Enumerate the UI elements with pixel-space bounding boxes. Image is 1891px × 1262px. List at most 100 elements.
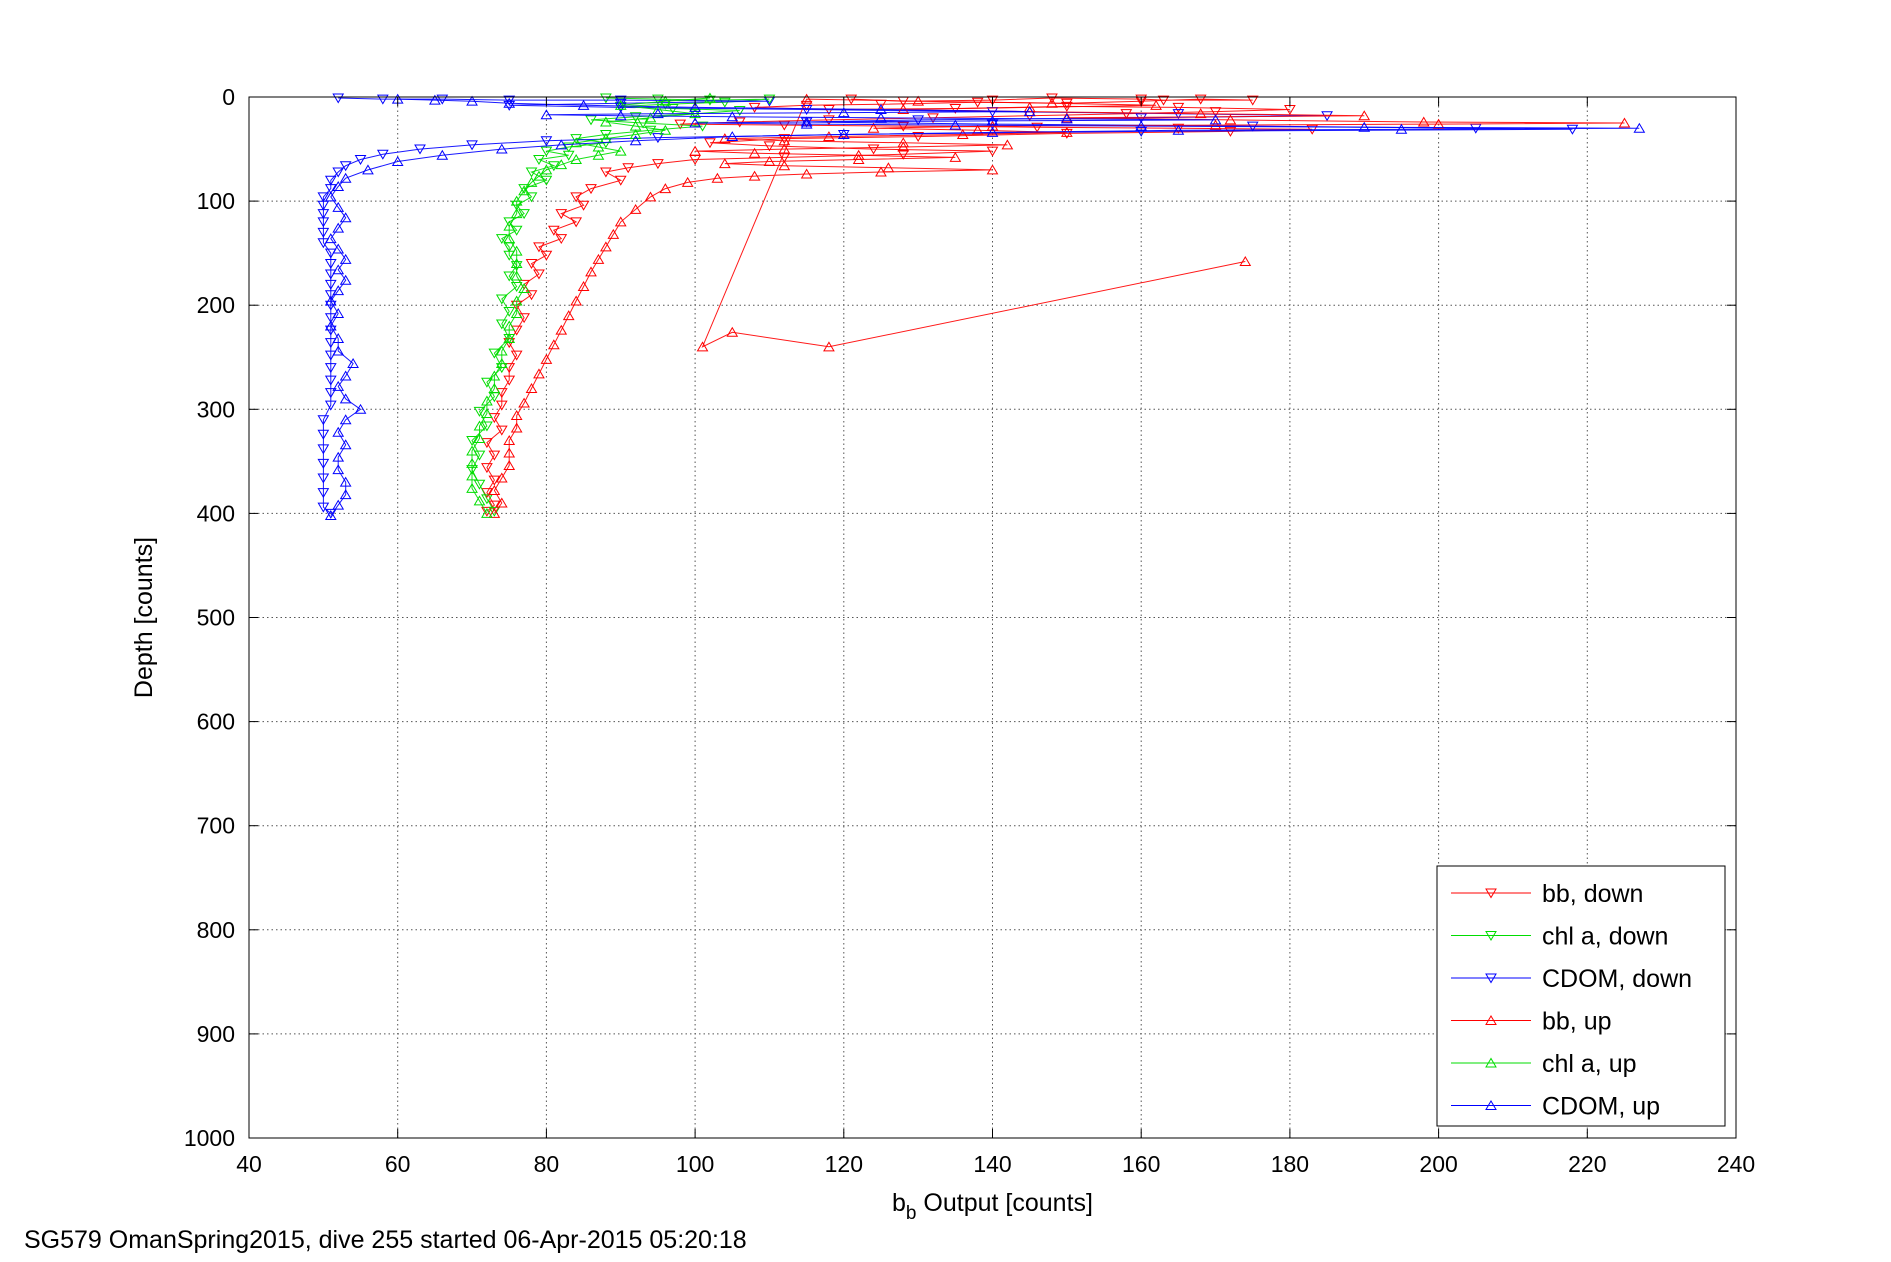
data-point [525,382,538,393]
data-point [778,120,791,131]
data-point [1224,114,1237,125]
data-point [503,460,516,471]
data-point [1172,123,1185,134]
data-point [510,295,523,306]
data-point [324,375,337,386]
data-point [354,154,367,165]
data-point [518,209,530,220]
data-point [600,116,612,127]
data-point [518,184,530,195]
data-point [726,111,739,122]
data-point [339,212,352,223]
data-point [324,259,337,270]
data-point [533,170,545,181]
data-point [495,294,508,305]
data-point [473,432,486,443]
data-point [488,507,501,518]
data-point [600,129,612,140]
data-point [592,141,605,152]
data-point [481,377,493,388]
data-point [324,295,337,306]
x-tick-label: 120 [825,1151,863,1177]
data-point [510,350,523,361]
data-point [659,124,672,135]
data-point [1031,122,1043,133]
data-point [324,509,337,520]
y-tick-label: 700 [197,813,235,839]
data-point [436,149,449,160]
data-point [525,176,538,187]
data-point [481,506,493,517]
x-axis-label-rest: Output [counts] [916,1189,1093,1217]
data-point [986,126,999,137]
data-point [867,122,880,133]
data-point [629,120,642,131]
data-point [1618,117,1631,128]
data-point [577,99,590,110]
data-point [473,495,486,506]
data-point [614,216,627,227]
data-point [481,507,493,518]
series-line [486,97,1313,512]
data-point [317,473,330,484]
data-point [800,104,813,115]
x-tick-label: 60 [385,1151,411,1177]
data-point [488,348,501,359]
data-point [614,101,627,112]
data-point [875,104,887,114]
data-point [614,95,627,106]
data-point [1395,123,1408,134]
data-point [518,397,530,408]
data-point [555,209,568,220]
data-point [600,167,612,178]
data-point [317,502,330,513]
data-point [510,308,523,319]
data-point [622,163,635,174]
data-point [1239,255,1252,266]
data-point [317,415,330,426]
data-point [503,306,516,317]
data-point [510,245,523,256]
data-point [503,271,516,282]
data-point [525,259,538,270]
data-point [324,233,337,244]
data-point [332,222,345,233]
data-point [585,184,597,195]
data-point [324,400,337,411]
data-point [837,107,850,118]
data-point [547,339,560,350]
data-point [332,181,345,192]
data-point [652,159,664,170]
data-point [488,450,501,461]
data-point [689,145,701,156]
data-point [600,93,612,104]
data-point [473,406,486,417]
data-point [614,102,627,113]
x-tick-label: 220 [1568,1151,1606,1177]
data-point [897,121,910,132]
legend-label: chl a, up [1542,1050,1637,1078]
y-tick-label: 1000 [184,1125,235,1151]
data-point [897,104,910,114]
data-point [555,159,568,170]
data-point [332,333,345,344]
y-tick-label: 500 [197,605,235,631]
data-point [339,489,352,500]
data-point [518,185,530,196]
data-point [324,184,337,195]
data-point [1135,126,1148,137]
data-point [637,118,649,129]
footer-caption: SG579 OmanSpring2015, dive 255 started 0… [24,1226,747,1254]
data-point [748,170,761,181]
data-point [376,149,389,160]
data-point [956,128,969,139]
data-point [317,209,330,220]
data-point [763,141,776,152]
data-point [317,458,330,469]
data-point [339,439,352,450]
data-point [570,192,583,203]
x-tick-label: 160 [1122,1151,1160,1177]
data-point [718,133,731,144]
data-point [1060,112,1073,123]
data-point [510,258,523,269]
